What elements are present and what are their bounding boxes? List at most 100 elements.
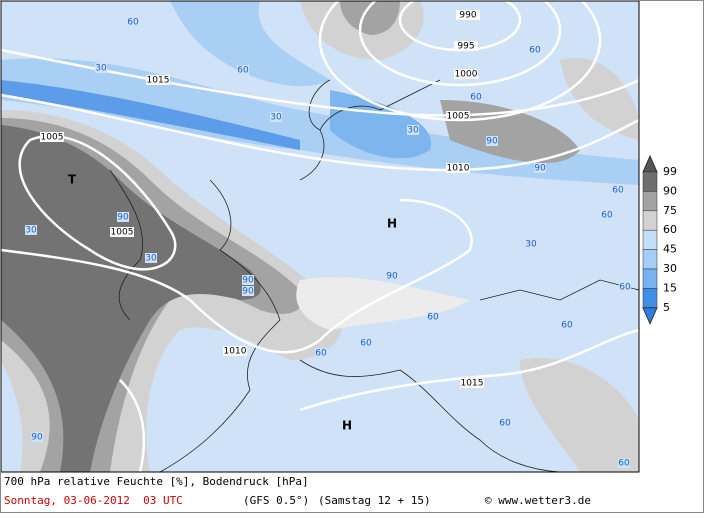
humidity-label: 60 <box>619 283 631 293</box>
humidity-label: 90 <box>242 287 254 297</box>
humidity-label: 60 <box>561 321 573 331</box>
pressure-label-bg <box>454 69 478 79</box>
humidity-label-bg <box>145 253 157 263</box>
humidity-label-bg <box>407 125 419 135</box>
humidity-label: 60 <box>618 459 630 469</box>
isobar <box>299 328 640 412</box>
humidity-label-bg <box>470 92 482 102</box>
pressure-label-bg <box>40 132 64 142</box>
humidity-label-bg <box>427 312 439 322</box>
humidity-label: 30 <box>95 64 107 74</box>
humidity-label: 30 <box>145 254 157 264</box>
high-pressure-marker: H <box>342 419 352 433</box>
legend-swatch <box>642 268 658 289</box>
humidity-label: 30 <box>270 113 282 123</box>
pressure-label: 1010 <box>447 164 470 174</box>
humidity-label-bg <box>242 275 254 285</box>
humidity-label-bg <box>601 210 613 220</box>
low-pressure-marker: T <box>68 173 77 187</box>
humidity-label: 30 <box>25 226 37 236</box>
isobar <box>119 379 146 473</box>
humidity-label-bg <box>242 286 254 296</box>
pressure-label-bg <box>454 41 478 51</box>
moist-area <box>330 90 432 159</box>
pressure-label: 995 <box>457 42 474 52</box>
humidity-label: 90 <box>486 137 498 147</box>
humidity-label-bg <box>95 63 107 73</box>
footer-title: 700 hPa relative Feuchte [%], Bodendruck… <box>4 475 309 488</box>
legend-tick-label: 45 <box>663 243 677 256</box>
humidity-label: 30 <box>525 240 537 250</box>
footer-run: (Samstag 12 + 15) <box>318 494 431 507</box>
humidity-label-bg <box>386 271 398 281</box>
legend-swatch <box>642 210 658 231</box>
border <box>479 279 640 301</box>
humidity-label: 60 <box>427 313 439 323</box>
legend-swatch <box>642 249 658 270</box>
pressure-label-bg <box>446 163 470 173</box>
pressure-label: 1010 <box>224 347 247 357</box>
humidity-label: 30 <box>407 126 419 136</box>
pressure-label: 1005 <box>111 228 134 238</box>
coastline <box>159 179 281 473</box>
pressure-label-bg <box>223 346 247 356</box>
pressure-label: 1015 <box>147 76 170 86</box>
legend-tick-label: 60 <box>663 223 677 236</box>
humidity-label: 60 <box>360 339 372 349</box>
humidity-label: 90 <box>31 433 43 443</box>
map-labels: 990 995 1000 1015 1005 1005 1010 1005 1010 1015 60… <box>25 10 631 469</box>
pressure-label: 1000 <box>455 70 478 80</box>
humidity-label-bg <box>618 458 630 468</box>
humidity-label-bg <box>529 45 541 55</box>
dry-area <box>340 1 400 35</box>
legend-tick-label: 30 <box>663 262 677 275</box>
moist-area <box>170 1 330 87</box>
humidity-label: 90 <box>386 272 398 282</box>
pressure-label: 1005 <box>41 133 64 143</box>
very-dry-area <box>1 125 261 472</box>
humidity-label-bg <box>486 136 498 146</box>
isobar <box>0 198 473 354</box>
humidity-label-bg <box>25 225 37 235</box>
humidity-label-bg <box>619 282 631 292</box>
high-pressure-marker: H <box>387 217 397 231</box>
legend-tick-label: 15 <box>663 281 677 294</box>
legend-swatch <box>642 171 658 192</box>
footer-credit: © www.wetter3.de <box>485 494 591 507</box>
pressure-label-bg <box>110 227 134 237</box>
humidity-label-bg <box>31 432 43 442</box>
humidity-label: 60 <box>237 66 249 76</box>
humidity-label-bg <box>360 338 372 348</box>
humidity-label: 60 <box>499 419 511 429</box>
pressure-label-bg <box>146 75 170 85</box>
isobar <box>0 48 640 117</box>
humidity-label: 60 <box>127 18 139 28</box>
legend-swatch <box>642 229 658 250</box>
humidity-label-bg <box>612 185 624 195</box>
humidity-label-bg <box>525 239 537 249</box>
legend-swatch <box>642 191 658 212</box>
coastline <box>109 169 144 321</box>
isobar <box>0 93 640 172</box>
humidity-label-bg <box>315 348 327 358</box>
isobar <box>358 0 562 87</box>
pressure-label: 1005 <box>447 112 470 122</box>
humidity-label-bg <box>534 163 546 173</box>
footer-model: (GFS 0.5°) <box>243 494 309 507</box>
humidity-label-bg <box>117 212 129 222</box>
moist-streak <box>1 80 300 150</box>
humidity-label-bg <box>127 17 139 27</box>
humidity-label: 60 <box>529 46 541 56</box>
pressure-label: 990 <box>459 11 476 21</box>
legend-swatch <box>642 288 658 309</box>
pressure-label-bg <box>460 378 484 388</box>
footer-date: Sonntag, 03-06-2012 03 UTC <box>4 494 183 507</box>
moist-band <box>1 58 639 185</box>
humidity-label-bg <box>270 112 282 122</box>
dry-area <box>520 358 639 472</box>
pressure-label-bg <box>446 111 470 121</box>
humidity-label: 60 <box>315 349 327 359</box>
legend-tick-label: 90 <box>663 184 677 197</box>
pressure-label-bg <box>456 10 480 20</box>
